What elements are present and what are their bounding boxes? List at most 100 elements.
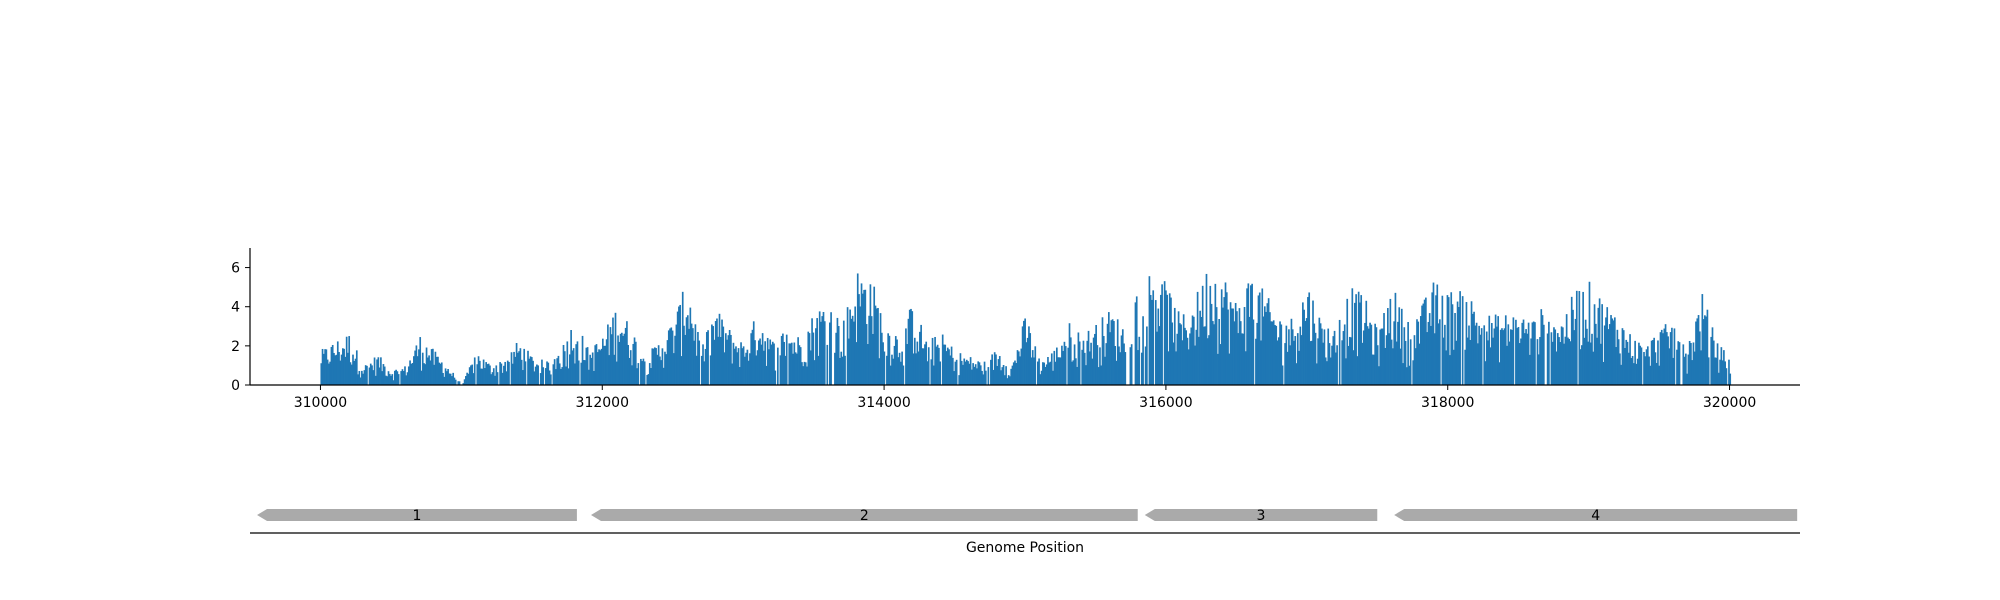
- coverage-bar-788: [1319, 323, 1322, 385]
- coverage-bar-51: [385, 375, 387, 385]
- coverage-bar-14: [338, 352, 340, 385]
- coverage-bar-424: [858, 294, 860, 385]
- coverage-bar-867: [1419, 316, 1422, 385]
- coverage-bar-222: [601, 338, 604, 385]
- coverage-bar-24: [350, 364, 353, 385]
- coverage-bar-183: [552, 364, 555, 385]
- coverage-bar-1008: [1598, 298, 1601, 385]
- coverage-bar-69: [407, 366, 410, 385]
- coverage-bar-836: [1380, 328, 1383, 385]
- coverage-bar-280: [675, 324, 678, 385]
- coverage-bar-626: [1114, 346, 1117, 385]
- coverage-bar-74: [414, 350, 416, 385]
- coverage-bar-660: [1157, 308, 1160, 385]
- coverage-bar-130: [485, 362, 487, 385]
- coverage-bar-87: [430, 349, 433, 385]
- coverage-bar-671: [1171, 322, 1174, 385]
- coverage-bar-470: [916, 341, 919, 385]
- coverage-bar-919: [1485, 331, 1488, 385]
- coverage-bar-19: [344, 356, 347, 385]
- coverage-bar-687: [1191, 315, 1194, 385]
- coverage-bar-891: [1450, 292, 1453, 385]
- coverage-bar-297: [697, 331, 699, 385]
- coverage-bar-841: [1387, 308, 1389, 385]
- coverage-bar-905: [1468, 325, 1470, 385]
- coverage-bar-572: [1045, 364, 1048, 385]
- coverage-bar-75: [415, 345, 418, 385]
- coverage-bar-795: [1328, 343, 1331, 385]
- coverage-bar-811: [1348, 336, 1351, 385]
- coverage-bar-789: [1321, 328, 1323, 385]
- coverage-bar-169: [534, 366, 537, 385]
- coverage-bar-939: [1511, 329, 1513, 385]
- coverage-bar-53: [387, 371, 390, 385]
- coverage-bar-937: [1508, 341, 1511, 385]
- coverage-bar-255: [643, 361, 646, 385]
- coverage-bar-344: [756, 350, 759, 385]
- coverage-bar-591: [1069, 337, 1072, 385]
- coverage-bar-797: [1331, 345, 1333, 385]
- coverage-bar-833: [1376, 345, 1379, 385]
- coverage-bar-319: [725, 333, 727, 385]
- coverage-bar-335: [745, 352, 747, 385]
- coverage-bar-416: [848, 338, 850, 385]
- coverage-bar-751: [1272, 320, 1275, 385]
- coverage-bar-385: [808, 333, 811, 385]
- coverage-bar-938: [1510, 329, 1512, 385]
- coverage-bar-658: [1154, 300, 1157, 385]
- coverage-bar-1022: [1616, 329, 1619, 385]
- coverage-bar-447: [887, 333, 889, 385]
- coverage-bar-864: [1416, 319, 1418, 385]
- coverage-bar-515: [973, 366, 976, 385]
- coverage-bar-142: [500, 363, 503, 385]
- coverage-bar-608: [1091, 358, 1094, 385]
- coverage-bar-567: [1039, 374, 1042, 385]
- coverage-bar-171: [537, 365, 539, 385]
- coverage-bar-165: [529, 356, 532, 385]
- coverage-bar-364: [782, 333, 784, 385]
- coverage-bar-642: [1134, 302, 1137, 385]
- coverage-bar-133: [489, 365, 491, 385]
- coverage-bar-748: [1269, 312, 1271, 385]
- coverage-bar-989: [1574, 318, 1577, 385]
- coverage-bar-188: [558, 363, 561, 385]
- coverage-bar-785: [1315, 363, 1318, 385]
- coverage-bar-1105: [1721, 360, 1724, 385]
- coverage-bar-861: [1412, 360, 1415, 385]
- coverage-bar-29: [357, 374, 359, 385]
- coverage-bar-1083: [1693, 351, 1696, 385]
- coverage-bar-1051: [1653, 337, 1655, 385]
- coverage-bar-768: [1294, 336, 1297, 385]
- coverage-bar-684: [1187, 349, 1190, 385]
- coverage-bar-167: [532, 360, 534, 385]
- coverage-bar-667: [1166, 294, 1168, 385]
- coverage-bar-843: [1389, 298, 1392, 385]
- coverage-bar-555: [1024, 318, 1026, 385]
- coverage-bar-42: [373, 357, 376, 385]
- coverage-bar-45: [377, 357, 380, 385]
- coverage-bar-408: [837, 326, 840, 385]
- coverage-bar-467: [912, 353, 915, 385]
- coverage-bar-265: [656, 354, 659, 385]
- coverage-bar-881: [1437, 323, 1440, 385]
- coverage-bar-395: [821, 316, 824, 385]
- coverage-bar-11: [334, 355, 337, 385]
- coverage-bar-320: [726, 339, 728, 385]
- coverage-bar-518: [977, 361, 980, 385]
- coverage-bar-706: [1215, 307, 1218, 385]
- coverage-bar-144: [503, 365, 505, 385]
- coverage-bar-136: [492, 368, 495, 385]
- coverage-bar-382: [804, 362, 807, 385]
- coverage-bar-784: [1314, 332, 1317, 385]
- coverage-bar-380: [802, 366, 805, 385]
- coverage-bar-813: [1351, 288, 1354, 385]
- coverage-bar-877: [1432, 282, 1435, 385]
- coverage-bar-750: [1271, 321, 1274, 385]
- coverage-bar-1071: [1678, 342, 1681, 385]
- coverage-bar-541: [1006, 378, 1009, 385]
- coverage-bar-651: [1146, 326, 1148, 385]
- coverage-bar-521: [981, 370, 983, 385]
- coverage-bar-150: [510, 352, 513, 385]
- coverage-bar-602: [1083, 352, 1086, 385]
